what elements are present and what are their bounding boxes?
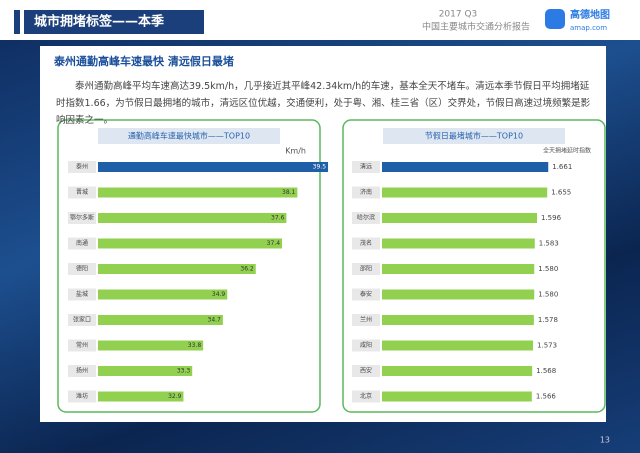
header-title-bg: [24, 10, 204, 34]
category-label: 兰州: [360, 316, 372, 324]
chart-title-bg: [383, 128, 565, 144]
bar: [382, 162, 549, 172]
value-label: 37.4: [267, 240, 281, 247]
category-box: [68, 237, 96, 250]
category-box: [352, 390, 380, 403]
page-number: 13: [600, 436, 610, 445]
bar: [382, 213, 538, 223]
category-label: 盐城: [76, 290, 88, 298]
header-title: 城市拥堵标签——本季: [34, 14, 164, 30]
bar: [98, 162, 329, 172]
bar: [382, 289, 535, 300]
category-box: [352, 161, 380, 173]
category-label: 鄂尔多斯: [70, 214, 94, 222]
value-label: 1.573: [537, 342, 557, 350]
value-label: 1.578: [538, 316, 558, 324]
category-box: [352, 212, 380, 224]
bar: [382, 315, 534, 325]
value-label: 34.7: [208, 317, 222, 324]
header-accent: [14, 10, 20, 34]
value-label: 1.661: [552, 163, 572, 171]
bar: [98, 238, 283, 249]
category-label: 哈尔滨: [357, 214, 375, 222]
category-box: [68, 263, 96, 275]
value-label: 1.580: [538, 265, 558, 273]
logo: 高德地图: [570, 8, 610, 21]
category-label: 常州: [76, 341, 88, 349]
value-label: 36.2: [240, 266, 254, 273]
unit-label: 全天拥堵延时指数: [543, 147, 591, 155]
bar: [382, 366, 533, 376]
category-label: 济南: [360, 188, 372, 196]
unit-label: Km/h: [285, 147, 306, 156]
bar: [98, 340, 204, 351]
category-label: 茂名: [360, 239, 372, 247]
category-label: 北京: [360, 392, 372, 400]
section-text: 泰州通勤高峰平均车速高达39.5km/h，几乎接近其平峰42.34km/h的车速…: [56, 81, 591, 126]
value-label: 1.566: [536, 393, 557, 401]
category-box: [68, 161, 96, 173]
category-box: [352, 186, 380, 199]
value-label: 39.5: [313, 164, 327, 171]
category-label: 泰安: [360, 290, 372, 298]
value-label: 1.568: [536, 367, 556, 375]
chart-title: 节假日最堵城市——TOP10: [425, 131, 523, 141]
bar: [382, 391, 532, 402]
bar: [98, 366, 193, 376]
bar: [98, 315, 223, 325]
category-box: [68, 365, 96, 377]
category-label: 潍坊: [76, 392, 88, 400]
bar: [382, 340, 534, 351]
value-label: 1.596: [541, 214, 562, 222]
value-label: 32.9: [168, 393, 182, 400]
category-box: [68, 339, 96, 352]
category-label: 晋城: [76, 189, 88, 196]
bar: [382, 264, 535, 274]
category-label: 咸阳: [360, 341, 372, 349]
category-label: 扬州: [76, 367, 88, 375]
category-box: [68, 288, 96, 301]
bar: [382, 238, 535, 249]
category-box: [68, 314, 96, 326]
value-label: 1.580: [538, 291, 558, 299]
value-label: 1.655: [551, 189, 571, 197]
category-box: [352, 288, 380, 301]
category-box: [68, 212, 96, 224]
header-report: 中国主要城市交通分析报告: [422, 21, 530, 33]
logo-icon: [545, 9, 565, 29]
category-box: [68, 186, 96, 199]
header-quarter: 2017 Q3: [439, 10, 478, 20]
section-title: 泰州通勤高峰车速最快 清远假日最堵: [53, 54, 234, 68]
category-label: 泰州: [76, 163, 88, 171]
category-box: [352, 263, 380, 275]
category-box: [352, 314, 380, 326]
bar: [98, 213, 287, 223]
chart-title-bg: [98, 128, 280, 144]
category-box: [352, 365, 380, 377]
bar: [98, 289, 228, 300]
category-box: [352, 339, 380, 352]
value-label: 34.9: [212, 291, 226, 298]
chart-title: 通勤高峰车速最快城市——TOP10: [128, 131, 250, 141]
bar: [98, 391, 184, 402]
value-label: 1.583: [539, 240, 559, 248]
bar: [382, 187, 548, 198]
value-label: 37.6: [271, 215, 285, 222]
bar: [98, 187, 298, 198]
bar: [98, 264, 256, 274]
logo-url: amap.com: [570, 24, 607, 32]
category-label: 西安: [360, 367, 372, 375]
value-label: 38.1: [282, 189, 296, 196]
value-label: 33.8: [188, 342, 202, 349]
category-label: 清远: [360, 163, 372, 171]
value-label: 33.3: [177, 368, 191, 375]
category-box: [68, 390, 96, 403]
category-label: 张家口: [73, 316, 91, 324]
category-label: 南通: [76, 239, 88, 247]
category-label: 德阳: [76, 265, 88, 273]
category-label: 邵阳: [360, 265, 372, 273]
category-box: [352, 237, 380, 250]
